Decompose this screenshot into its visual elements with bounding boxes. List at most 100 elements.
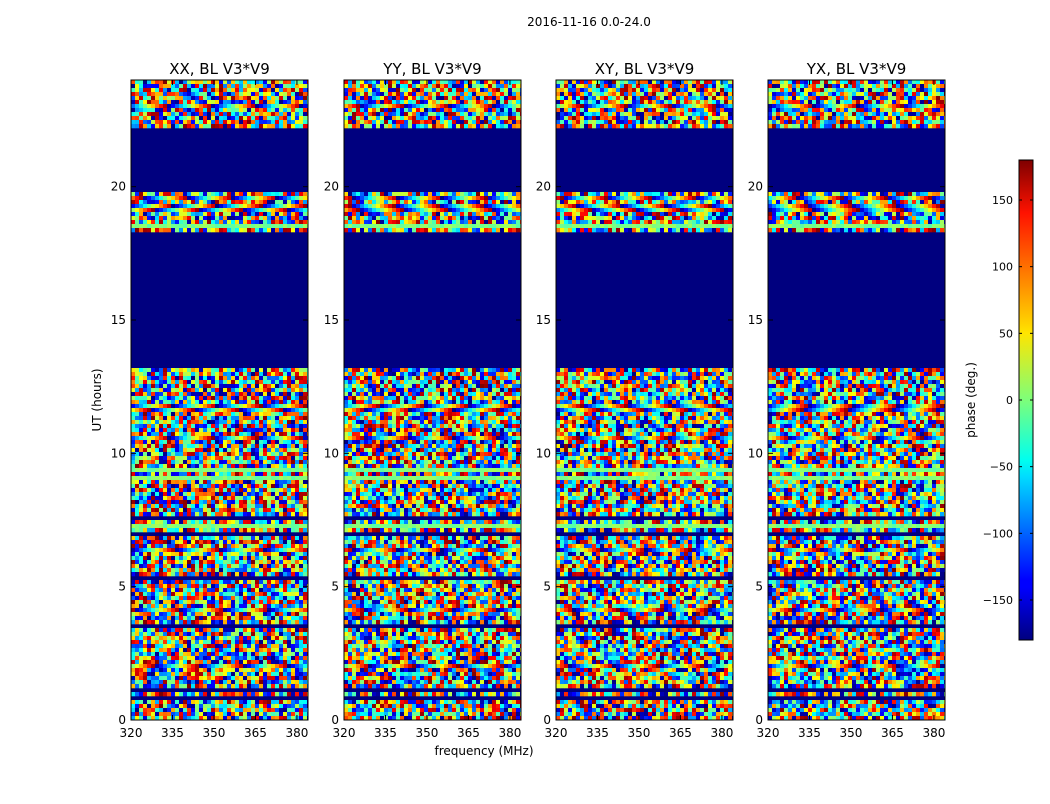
heatmap-cell [179,404,183,408]
heatmap-cell [239,600,243,604]
heatmap-cell [271,408,275,412]
heatmap-cell [476,88,480,92]
heatmap-cell [231,596,235,600]
heatmap-cell [207,668,211,672]
heatmap-cell [508,96,512,100]
heatmap-cell [163,400,167,404]
heatmap-cell [151,524,155,528]
heatmap-cell [263,116,267,120]
heatmap-cell [163,620,167,624]
heatmap-cell [195,620,199,624]
heatmap-cell [368,84,372,88]
heatmap-cell [271,400,275,404]
heatmap-cell [344,88,348,92]
heatmap-cell [175,228,179,232]
heatmap-cell [167,108,171,112]
heatmap-cell [219,600,223,604]
heatmap-cell [163,440,167,444]
heatmap-cell [163,456,167,460]
heatmap-cell [299,496,303,500]
heatmap-cell [143,456,147,460]
heatmap-cell [255,368,259,372]
heatmap-cell [187,428,191,432]
heatmap-cell [203,528,207,532]
heatmap-cell [227,636,231,640]
heatmap-cell [215,604,219,608]
heatmap-cell [235,552,239,556]
heatmap-cell [263,656,267,660]
heatmap-cell [131,220,135,224]
heatmap-cell [139,552,143,556]
heatmap-cell [203,384,207,388]
heatmap-cell [207,500,211,504]
heatmap-cell [247,616,251,620]
heatmap-cell [155,544,159,548]
heatmap-cell [235,508,239,512]
heatmap-cell [135,376,139,380]
heatmap-cell [179,660,183,664]
heatmap-cell [247,200,251,204]
heatmap-cell [448,92,452,96]
heatmap-cell [267,392,271,396]
heatmap-cell [195,600,199,604]
heatmap-cell [199,712,203,716]
heatmap-cell [299,488,303,492]
heatmap-cell [207,216,211,220]
heatmap-cell [207,540,211,544]
heatmap-cell [183,456,187,460]
heatmap-cell [243,568,247,572]
heatmap-cell [191,704,195,708]
heatmap-cell [243,444,247,448]
heatmap-cell [251,616,255,620]
heatmap-cell [131,564,135,568]
heatmap-cell [171,660,175,664]
heatmap-cell [223,436,227,440]
heatmap-cell [159,420,163,424]
heatmap-cell [203,412,207,416]
heatmap-cell [215,500,219,504]
heatmap-cell [291,560,295,564]
heatmap-cell [287,588,291,592]
heatmap-cell [207,492,211,496]
heatmap-cell [279,680,283,684]
heatmap-cell [167,680,171,684]
heatmap-cell [195,628,199,632]
heatmap-cell [151,548,155,552]
heatmap-cell [239,480,243,484]
heatmap-cell [163,548,167,552]
heatmap-cell [211,368,215,372]
heatmap-cell [291,604,295,608]
heatmap-cell [299,504,303,508]
heatmap-cell [380,100,384,104]
heatmap-cell [131,536,135,540]
heatmap-cell [259,632,263,636]
heatmap-cell [191,208,195,212]
heatmap-cell [183,484,187,488]
heatmap-cell [135,648,139,652]
heatmap-cell [211,488,215,492]
heatmap-cell [259,680,263,684]
heatmap-cell [484,84,488,88]
heatmap-cell [199,580,203,584]
heatmap-cell [255,88,259,92]
heatmap-cell [163,572,167,576]
heatmap-cell [259,652,263,656]
heatmap-cell [291,368,295,372]
heatmap-cell [295,436,299,440]
heatmap-cell [183,540,187,544]
heatmap-cell [139,572,143,576]
heatmap-cell [283,512,287,516]
heatmap-cell [227,472,231,476]
heatmap-cell [295,384,299,388]
heatmap-cell [416,96,420,100]
heatmap-cell [171,508,175,512]
heatmap-cell [179,228,183,232]
heatmap-cell [211,108,215,112]
heatmap-cell [155,712,159,716]
heatmap-cell [303,612,307,616]
heatmap-cell [235,88,239,92]
heatmap-cell [476,100,480,104]
heatmap-cell [291,84,295,88]
heatmap-cell [299,404,303,408]
heatmap-cell [175,380,179,384]
